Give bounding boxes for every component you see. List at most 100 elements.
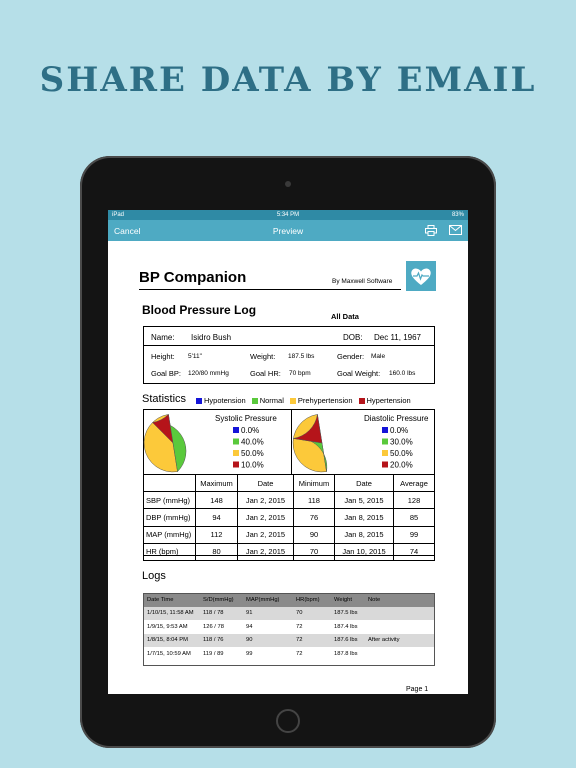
report-document: BP Companion By Maxwell Software Blood P… [108, 241, 468, 694]
log-cell: 1/9/15, 9:53 AM [147, 623, 188, 630]
stats-cell: 85 [393, 508, 435, 527]
logs-header: HR(bpm) [292, 593, 330, 607]
stats-cell: Jan 2, 2015 [237, 491, 294, 510]
log-cell: After activity [364, 633, 435, 647]
pie-percent-label: 30.0% [390, 438, 413, 447]
log-cell: 126 / 78 [203, 623, 224, 630]
stats-corner-cell [143, 473, 196, 493]
pie-legend-swatch [233, 450, 239, 456]
goal-weight-value: 160.0 lbs [389, 370, 416, 377]
logs-frame [143, 593, 435, 666]
log-cell: 99 [246, 650, 253, 657]
pie-legend-swatch [382, 438, 388, 445]
statistics-table: Maximum Date Minimum Date Average SBP (m… [143, 473, 435, 561]
stats-cell: 90 [293, 525, 335, 544]
logs-title: Logs [142, 570, 166, 582]
pie-percent-label: 20.0% [390, 461, 413, 470]
pie-percent-label: 0.0% [390, 426, 408, 435]
patient-info-box [143, 326, 435, 384]
log-cell: 90 [242, 633, 292, 647]
envelope-icon[interactable] [449, 225, 462, 235]
systolic-pie-chart: Systolic Pressure 0.0% 40.0% 50.0% 10.0% [143, 413, 277, 473]
cancel-button[interactable]: Cancel [114, 225, 141, 236]
height-label: Height: [151, 352, 175, 361]
logs-header: MAP(mmHg) [242, 593, 292, 607]
nav-title: Preview [272, 225, 304, 236]
stats-cell: 94 [195, 508, 238, 527]
pie-legend-swatch [382, 427, 388, 433]
pie-legend-swatch [382, 450, 388, 456]
diastolic-pie-chart: Diastolic Pressure 0.0% 30.0% 50.0% 20.0% [292, 414, 429, 473]
pie-title: Systolic Pressure [215, 414, 277, 423]
stats-header: Date [334, 473, 394, 493]
legend-label: Hypertension [366, 396, 411, 405]
dob-value: Dec 11, 1967 [374, 333, 421, 342]
battery-label: 83% [451, 212, 464, 218]
logs-header: Date Time [143, 593, 199, 607]
status-time: 5:34 PM [276, 212, 300, 218]
stats-header: Maximum [195, 473, 238, 493]
goal-weight-label: Goal Weight: [337, 369, 381, 378]
stats-cell: 70 [293, 542, 335, 561]
stats-label: HR (bpm) [143, 542, 196, 561]
stats-row: SBP (mmHg) 148 Jan 2, 2015 118 Jan 5, 20… [143, 491, 435, 510]
legend-label: Hypotension [204, 396, 246, 405]
stats-header: Average [393, 473, 435, 493]
height-value: 5'11" [188, 353, 202, 360]
log-cell: 72 [296, 623, 303, 630]
stats-label: DBP (mmHg) [143, 508, 196, 527]
gender-label: Gender: [337, 352, 365, 361]
table-row: 1/10/15, 11:58 AM 118 / 78 91 70 187.5 l… [143, 606, 435, 620]
patient-info-divider [143, 345, 435, 346]
legend-swatch [251, 397, 258, 404]
goal-bp-label: Goal BP: [151, 369, 182, 378]
legend-item: Hypotension [196, 396, 246, 405]
stats-cell: 80 [195, 542, 238, 561]
stats-label: SBP (mmHg) [143, 491, 196, 510]
legend-swatch [196, 397, 202, 404]
stats-cell: Jan 2, 2015 [237, 508, 294, 527]
log-cell: 94 [246, 623, 253, 630]
stats-header-row: Maximum Date Minimum Date Average [143, 473, 435, 493]
pie-percent-label: 40.0% [241, 438, 264, 447]
stats-header: Date [237, 473, 294, 493]
goal-hr-label: Goal HR: [250, 369, 281, 378]
weight-value: 187.5 lbs [288, 353, 315, 360]
gender-value: Male [371, 353, 386, 360]
logs-header: S/D(mmHg) [199, 593, 242, 607]
legend-swatch [289, 397, 296, 404]
stats-cell: 112 [195, 525, 238, 544]
status-bar: iPad 5:34 PM 83% [108, 210, 468, 220]
data-scope: All Data [331, 312, 359, 321]
pie-slice-hypertension [151, 413, 174, 444]
log-cell: 187.4 lbs [334, 623, 358, 630]
log-title: Blood Pressure Log [142, 303, 257, 317]
pie-legend-swatch [233, 461, 239, 468]
home-button[interactable] [276, 709, 300, 733]
weight-label: Weight: [250, 352, 276, 361]
stats-cell: 74 [393, 542, 435, 561]
nav-bar: Cancel Preview [108, 220, 468, 241]
printer-icon[interactable] [425, 225, 437, 236]
log-cell: 72 [292, 633, 330, 647]
pie-percent-label: 50.0% [390, 449, 413, 458]
stats-cell: 148 [195, 491, 238, 510]
legend-swatch [358, 397, 365, 404]
stats-cell: Jan 2, 2015 [237, 525, 294, 544]
stats-label: MAP (mmHg) [143, 525, 196, 544]
logs-header: Note [364, 593, 435, 607]
stats-row: HR (bpm) 80 Jan 2, 2015 70 Jan 10, 2015 … [143, 542, 435, 561]
pie-percent-label: 50.0% [241, 449, 264, 458]
stats-cell: 118 [293, 491, 335, 510]
legend-item: Prehypertension [289, 396, 353, 405]
pie-slice-hypertension [293, 414, 323, 444]
log-cell: 1/7/15, 10:59 AM [147, 650, 191, 657]
stats-cell: Jan 10, 2015 [334, 542, 394, 561]
statistics-legend: Hypotension Normal Prehypertension Hyper… [196, 396, 411, 405]
goal-hr-value: 70 bpm [289, 370, 311, 377]
screen: iPad 5:34 PM 83% Cancel Preview BP Compa… [108, 210, 468, 694]
name-label: Name: [151, 333, 175, 342]
stats-cell: Jan 2, 2015 [237, 542, 294, 561]
statistics-title: Statistics [142, 393, 187, 405]
stats-cell: Jan 8, 2015 [334, 508, 394, 527]
